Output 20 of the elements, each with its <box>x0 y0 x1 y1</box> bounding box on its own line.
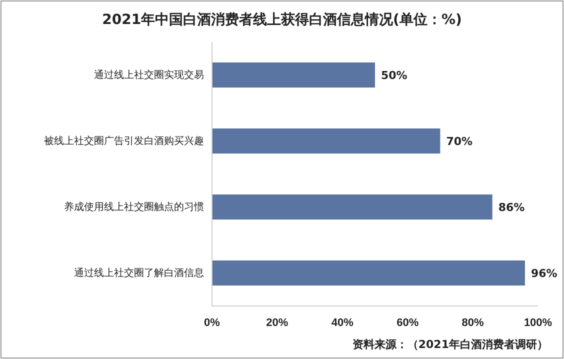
x-tick-label: 20% <box>266 316 288 329</box>
y-tick-label: 被线上社交圈广告引发白酒购买兴趣 <box>44 135 204 148</box>
y-tick-label: 通过线上社交圈实现交易 <box>94 69 204 82</box>
bar <box>212 194 492 220</box>
chart-title: 2021年中国白酒消费者线上获得白酒信息情况(单位：%) <box>102 12 462 28</box>
x-tick-label: 0% <box>204 316 220 329</box>
bar <box>212 62 375 88</box>
x-tick-label: 100% <box>524 316 552 329</box>
bar <box>212 128 440 154</box>
data-label: 86% <box>498 200 525 214</box>
x-tick-label: 40% <box>331 316 354 329</box>
x-tick-label: 60% <box>396 316 419 329</box>
y-tick-label: 养成使用线上社交圈触点的习惯 <box>64 201 204 214</box>
text: 资料来源：（2021年白酒消费者调研） <box>352 338 548 351</box>
x-tick-label: 80% <box>462 316 484 329</box>
data-label: 50% <box>381 68 408 82</box>
data-label: 96% <box>530 266 558 280</box>
bar <box>212 260 525 286</box>
y-tick-label: 通过线上社交圈了解白酒信息 <box>74 267 204 280</box>
data-label: 70% <box>446 134 473 148</box>
